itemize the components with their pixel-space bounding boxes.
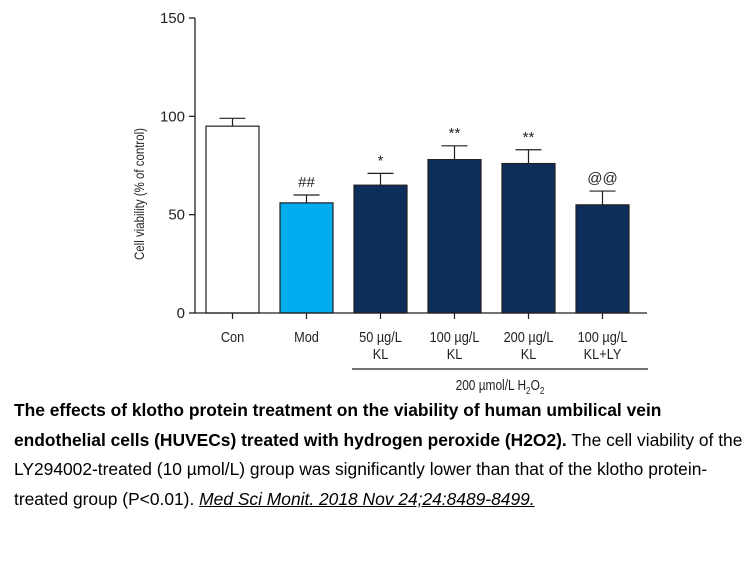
bars: ##*** **@@ — [205, 117, 630, 314]
y-tick-label: 0 — [177, 305, 185, 322]
bar — [575, 204, 630, 314]
bar — [279, 202, 334, 314]
caption-title: The effects of klotho protein treatment … — [14, 400, 662, 450]
significance-label: ** — [523, 129, 535, 146]
x-tick-label: 100 µg/L — [578, 328, 628, 345]
significance-label: * — [378, 152, 384, 169]
caption-body: The cell viability of the LY294002-treat… — [14, 429, 743, 509]
y-tick-label: 100 — [160, 108, 185, 125]
significance-label: @@ — [587, 170, 617, 187]
significance-label: ** — [449, 125, 461, 142]
x-tick-label: 200 µg/L — [504, 328, 554, 345]
y-axis: 0 50 100 150 — [160, 10, 196, 322]
bar — [353, 184, 408, 314]
figure-caption: The effects of klotho protein treatment … — [14, 396, 754, 514]
x-tick-label: KL+LY — [584, 345, 622, 362]
x-tick-label: Con — [221, 328, 244, 345]
x-tick-label: KL — [373, 345, 389, 362]
x-tick-label: KL — [447, 345, 463, 362]
bar — [427, 159, 482, 314]
bar — [501, 162, 556, 314]
x-tick-label: 50 µg/L — [359, 328, 402, 345]
group-label: 200 µmol/L H2O2 — [456, 377, 545, 396]
caption-reference-link[interactable]: Med Sci Monit. 2018 Nov 24;24:8489-8499. — [199, 488, 535, 509]
x-tick-label: Mod — [294, 328, 319, 345]
x-tick-label: 100 µg/L — [430, 328, 480, 345]
x-tick-label: KL — [521, 345, 537, 362]
y-tick-label: 50 — [168, 207, 185, 224]
y-axis-label: Cell viability (% of control) — [131, 128, 147, 260]
significance-label: ## — [298, 174, 315, 191]
y-tick-label: 150 — [160, 10, 185, 27]
bar — [205, 125, 260, 314]
